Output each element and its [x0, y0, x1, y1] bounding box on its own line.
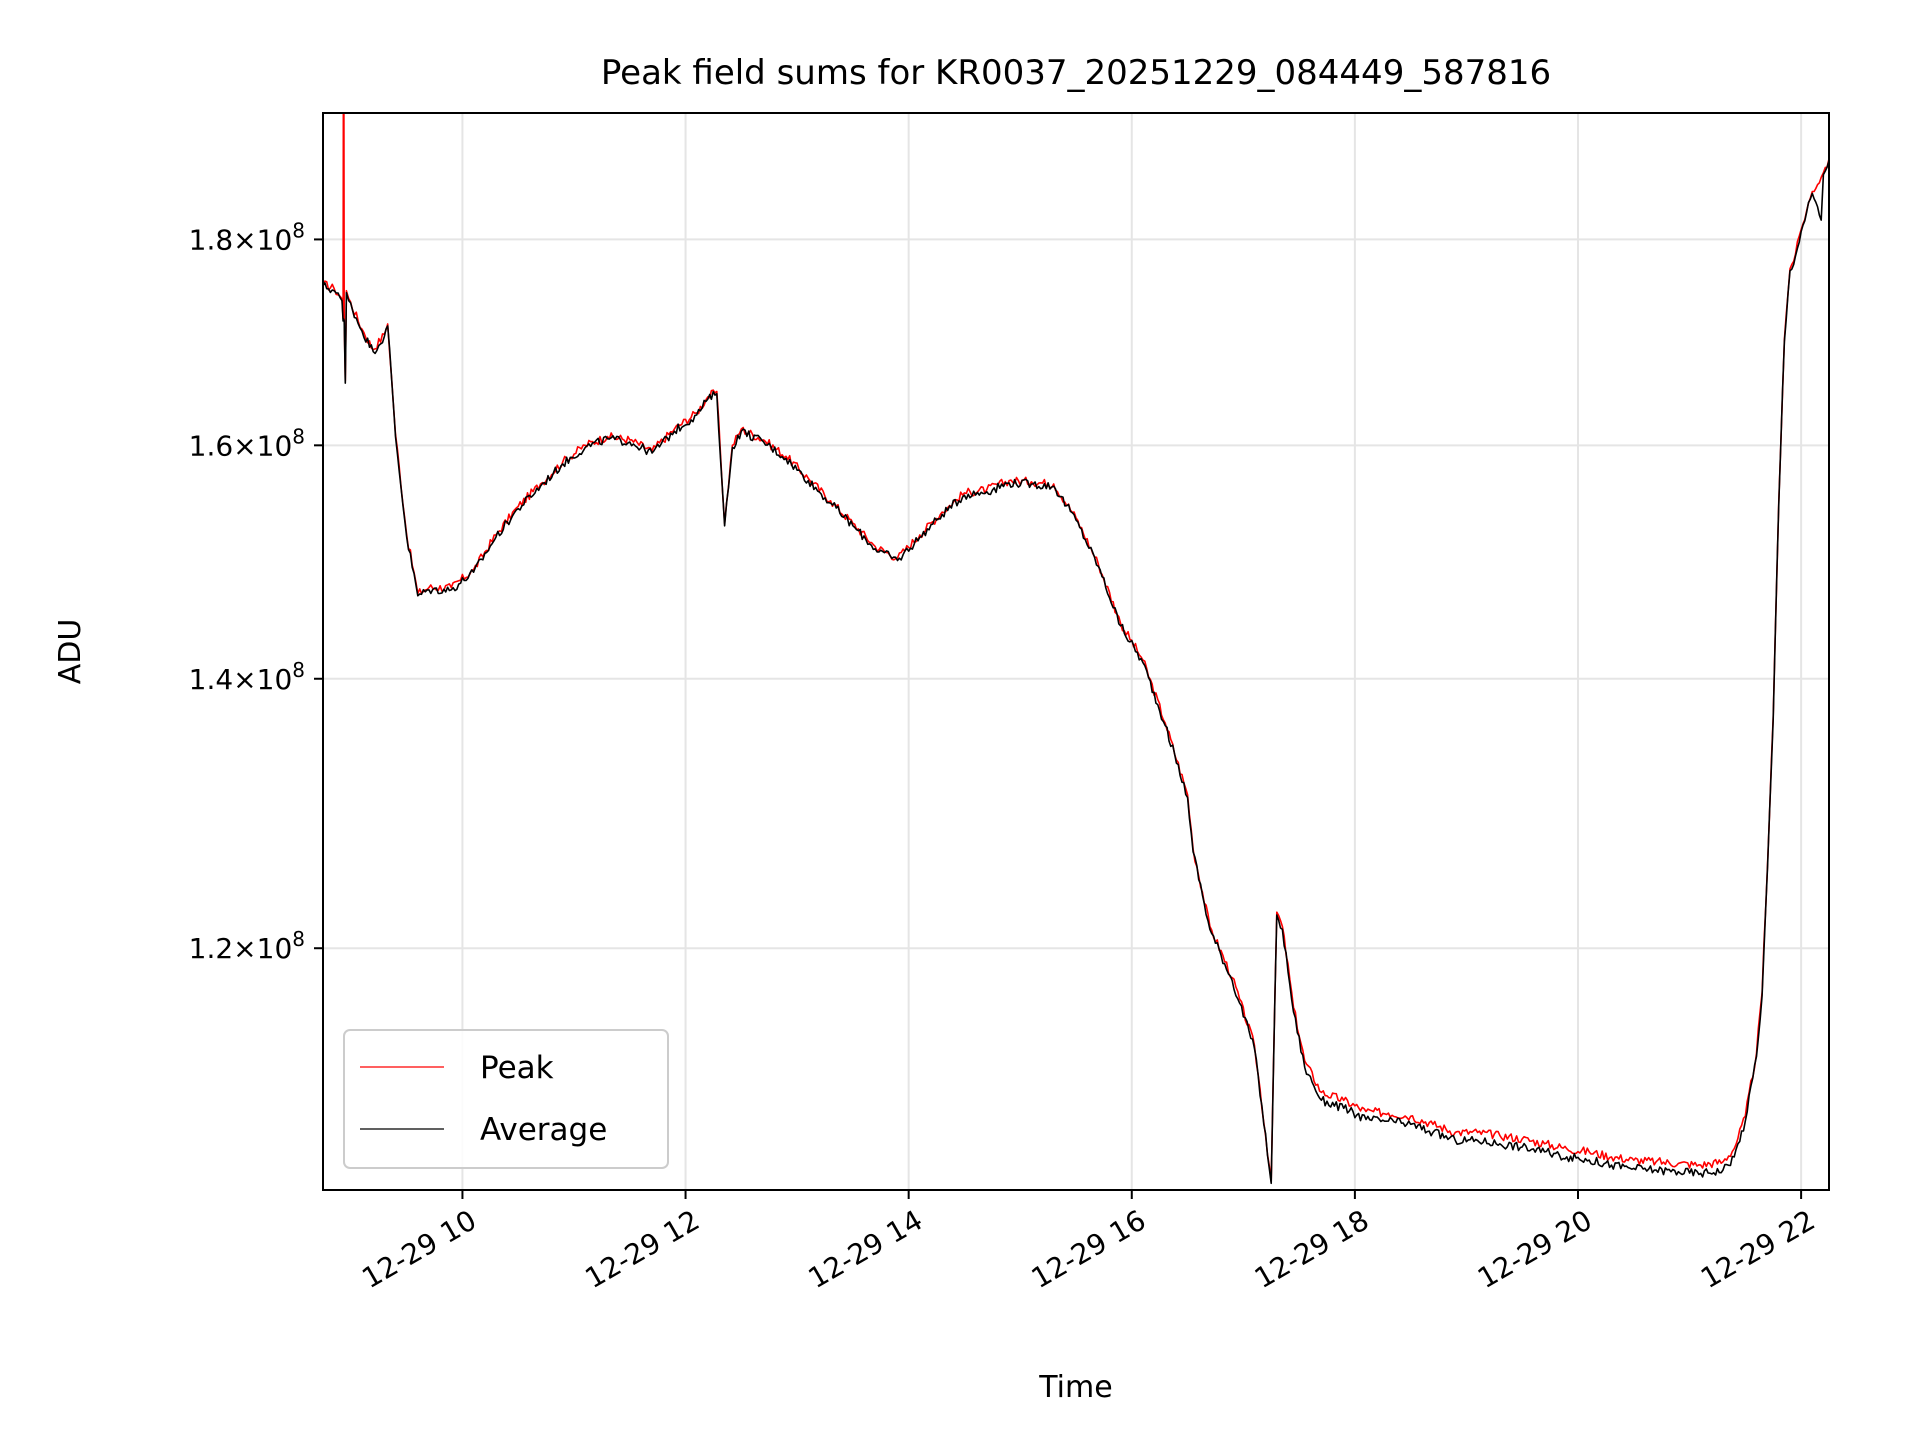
chart-title: Peak field sums for KR0037_20251229_0844…: [601, 53, 1551, 93]
y-tick-label: 1.2×108: [189, 927, 305, 965]
y-tick-base: 10: [257, 223, 293, 256]
grid: [323, 113, 1829, 1190]
y-tick-mantissa: 1.4: [189, 663, 234, 696]
y-tick-times: ×: [233, 663, 256, 696]
y-axis-label: ADU: [53, 619, 88, 685]
y-tick-label: 1.4×108: [189, 658, 305, 696]
legend-label-average: Average: [480, 1112, 607, 1148]
legend: Peak Average: [343, 1029, 669, 1169]
y-tick-label: 1.6×108: [189, 424, 305, 462]
y-tick-times: ×: [233, 223, 256, 256]
legend-box: [343, 1029, 669, 1169]
y-tick-base: 10: [257, 429, 293, 462]
y-tick-label: 1.8×108: [189, 218, 305, 256]
series-layer: [323, 113, 1829, 1185]
y-tick-base: 10: [257, 663, 293, 696]
y-tick-exponent: 8: [292, 424, 305, 448]
y-tick-mantissa: 1.2: [189, 932, 234, 965]
series-line-average: [323, 160, 1829, 1185]
y-tick-mantissa: 1.8: [189, 223, 234, 256]
x-axis-label: Time: [1038, 1370, 1112, 1405]
y-tick-times: ×: [233, 429, 256, 462]
legend-label-peak: Peak: [480, 1050, 554, 1086]
y-tick-exponent: 8: [292, 658, 305, 682]
y-tick-times: ×: [233, 932, 256, 965]
plot-frame: [322, 112, 1830, 1191]
y-tick-mantissa: 1.6: [189, 429, 234, 462]
y-tick-exponent: 8: [292, 927, 305, 951]
y-tick-base: 10: [257, 932, 293, 965]
y-tick-exponent: 8: [292, 218, 305, 242]
